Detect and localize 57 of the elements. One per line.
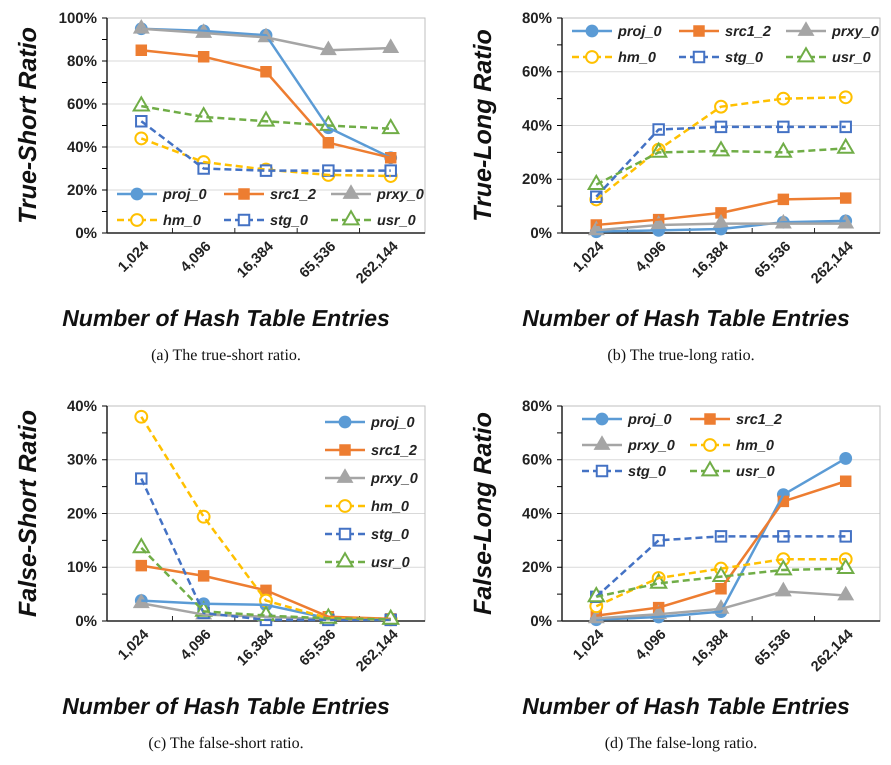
y-tick-label: 40% [522, 117, 552, 134]
y-tick-label: 0% [530, 612, 552, 630]
legend-label: prxy_0 [370, 471, 418, 487]
legend-label: src1_2 [725, 24, 771, 40]
y-axis-title: True-Short Ratio [14, 27, 42, 224]
x-axis-title: Number of Hash Table Entries [62, 693, 390, 719]
y-tick-label: 0% [530, 224, 552, 242]
y-tick-label: 40% [522, 505, 552, 522]
x-axis-title: Number of Hash Table Entries [522, 693, 850, 719]
legend-label: src1_2 [270, 187, 316, 203]
legend-label: stg_0 [371, 527, 409, 543]
legend-label: proj_0 [370, 415, 415, 431]
y-tick-label: 60% [522, 452, 552, 469]
legend-label: stg_0 [628, 464, 666, 480]
y-tick-label: 0% [75, 612, 97, 630]
y-axis-title: True-Long Ratio [469, 29, 497, 222]
legend-label: usr_0 [371, 555, 410, 571]
y-tick-label: 80% [66, 52, 97, 70]
y-tick-label: 60% [522, 64, 552, 81]
text: (d) The false-long ratio. [604, 735, 758, 752]
legend-label: proj_0 [617, 24, 662, 40]
text: (c) The false-short ratio. [148, 735, 304, 752]
y-tick-label: 80% [522, 398, 552, 415]
legend-label: usr_0 [832, 50, 871, 66]
legend-label: proj_0 [627, 412, 672, 428]
legend-label: hm_0 [371, 499, 409, 515]
legend-label: prxy_0 [831, 24, 879, 40]
legend-label: prxy_0 [376, 187, 424, 203]
legend-label: stg_0 [270, 213, 308, 229]
y-tick-label: 0% [75, 224, 97, 242]
text: (a) The true-short ratio. [151, 347, 301, 364]
legend-label: usr_0 [736, 464, 775, 480]
legend-label: usr_0 [377, 213, 416, 229]
y-tick-label: 20% [522, 171, 552, 188]
x-axis-title: Number of Hash Table Entries [522, 305, 850, 331]
text: (b) The true-long ratio. [607, 347, 755, 364]
legend-label: hm_0 [163, 213, 201, 229]
x-axis-title: Number of Hash Table Entries [62, 305, 390, 331]
y-tick-label: 20% [66, 505, 97, 522]
y-tick-label: 60% [66, 96, 97, 113]
legend-label: hm_0 [736, 438, 774, 454]
y-tick-label: 40% [66, 138, 97, 156]
legend-label: hm_0 [618, 50, 656, 66]
y-tick-label: 40% [66, 398, 97, 415]
legend-label: stg_0 [725, 50, 763, 66]
legend-label: src1_2 [736, 412, 782, 428]
y-axis-title: False-Long Ratio [469, 412, 497, 615]
y-axis-title: False-Short Ratio [14, 410, 42, 617]
y-tick-label: 100% [58, 10, 97, 27]
legend-label: proj_0 [162, 187, 207, 203]
y-tick-label: 80% [522, 10, 552, 27]
legend-label: prxy_0 [627, 438, 675, 454]
y-tick-label: 20% [522, 559, 552, 576]
y-tick-label: 20% [66, 182, 97, 199]
y-tick-label: 30% [66, 452, 97, 469]
y-tick-label: 10% [66, 559, 97, 576]
legend-label: src1_2 [371, 443, 417, 459]
